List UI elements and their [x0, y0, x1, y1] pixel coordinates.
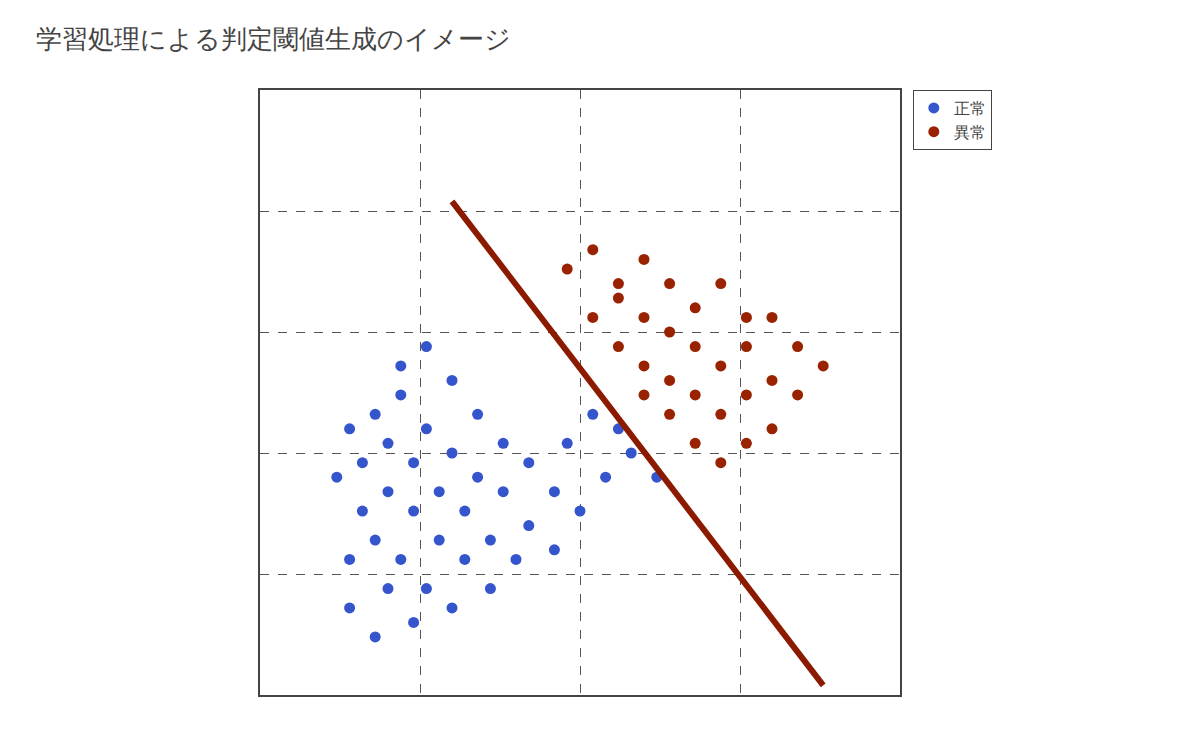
svg-text:異常: 異常	[954, 123, 986, 142]
svg-text:正常: 正常	[954, 99, 986, 118]
svg-text:学習処理による判定閾値生成のイメージ: 学習処理による判定閾値生成のイメージ	[36, 24, 511, 54]
